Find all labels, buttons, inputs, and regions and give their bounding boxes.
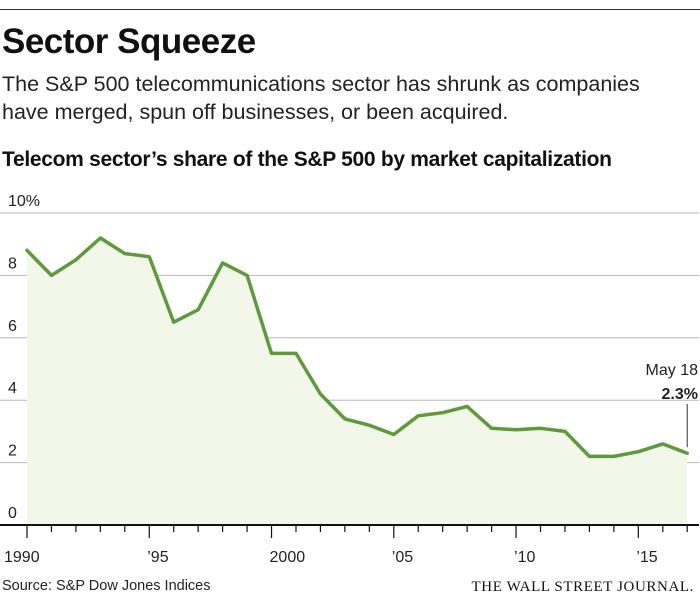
annotation-value: 2.3% bbox=[662, 386, 698, 403]
y-tick-label: 0 bbox=[8, 505, 17, 522]
chart-title: Telecom sector’s share of the S&P 500 by… bbox=[2, 148, 612, 171]
area-fill bbox=[27, 238, 688, 525]
x-tick-label: 1990 bbox=[4, 549, 40, 566]
x-tick-label: ’10 bbox=[514, 549, 535, 566]
y-axis: 0 2 4 6 8 10% bbox=[8, 193, 40, 522]
y-tick-label: 2 bbox=[8, 443, 17, 460]
y-tick-label: 8 bbox=[8, 255, 17, 272]
series-line bbox=[25, 236, 689, 459]
x-tick-label: ’05 bbox=[392, 549, 413, 566]
x-axis bbox=[0, 524, 699, 538]
publisher-credit: THE WALL STREET JOURNAL. bbox=[471, 579, 694, 595]
headline: Sector Squeeze bbox=[2, 22, 256, 61]
x-tick-labels: 1990 ’95 2000 ’05 ’10 ’15 bbox=[4, 549, 658, 566]
top-rule bbox=[0, 9, 700, 10]
y-tick-label: 6 bbox=[8, 318, 17, 335]
annotation-label: May 18 bbox=[646, 362, 699, 379]
dek: The S&P 500 telecommunications sector ha… bbox=[2, 72, 640, 124]
x-tick-label: ’95 bbox=[147, 549, 168, 566]
y-tick-label: 10% bbox=[8, 193, 40, 210]
x-tick-label: 2000 bbox=[270, 549, 306, 566]
x-tick-label: ’15 bbox=[636, 549, 657, 566]
annotation: May 18 2.3% bbox=[646, 362, 699, 448]
y-tick-label: 4 bbox=[8, 380, 17, 397]
source-note: Source: S&P Dow Jones Indices bbox=[2, 578, 211, 594]
